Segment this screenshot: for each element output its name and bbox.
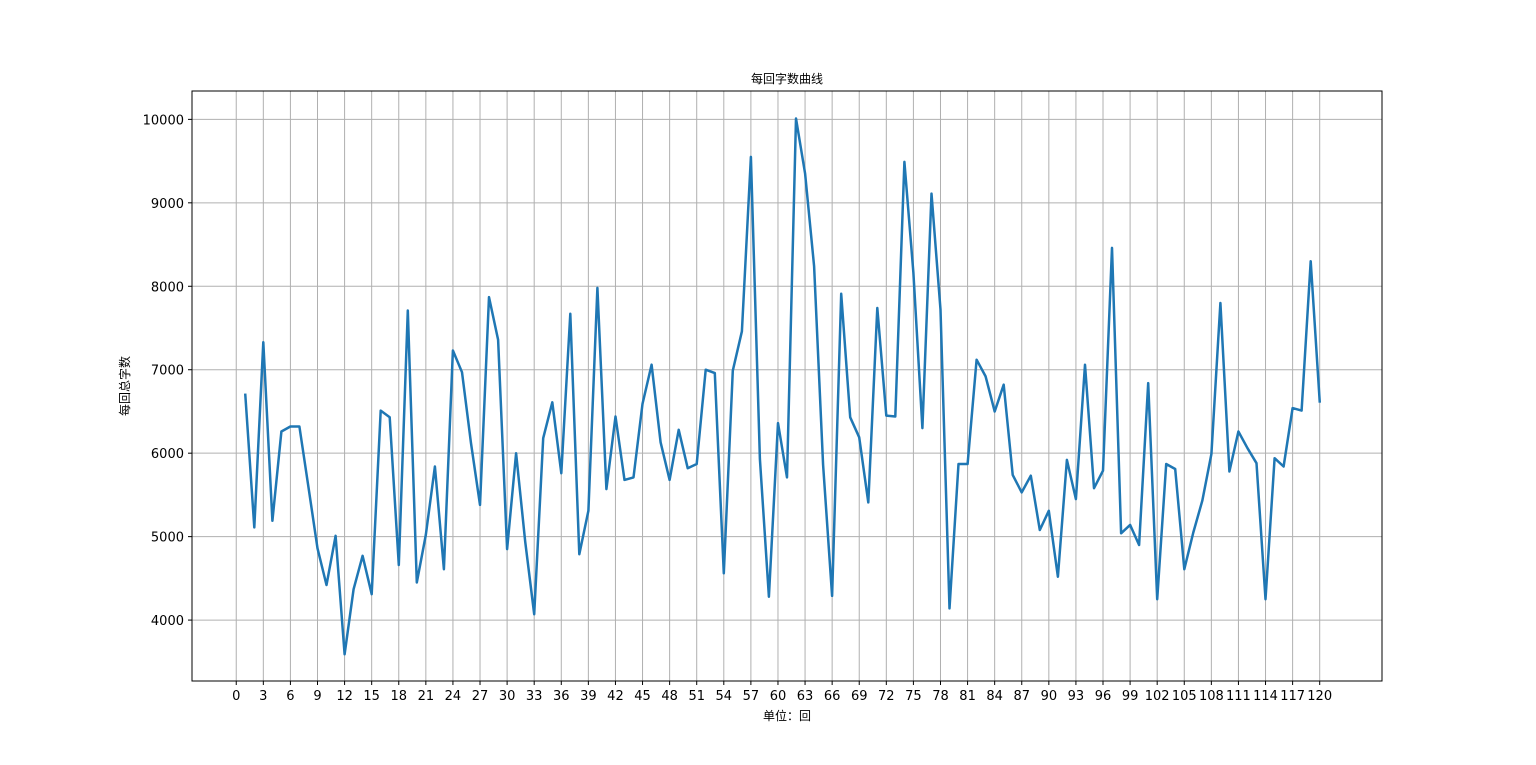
y-tick-label: 5000 bbox=[151, 531, 184, 546]
x-tick-label: 84 bbox=[986, 689, 1003, 704]
x-tick-label: 63 bbox=[797, 689, 814, 704]
x-tick-label: 24 bbox=[445, 689, 462, 704]
x-tick-label: 105 bbox=[1172, 689, 1197, 704]
x-tick-label: 69 bbox=[851, 689, 868, 704]
x-tick-label: 90 bbox=[1041, 689, 1058, 704]
x-tick-label: 12 bbox=[336, 689, 353, 704]
chart-title: 每回字数曲线 bbox=[751, 71, 823, 86]
x-tick-label: 54 bbox=[716, 689, 733, 704]
x-tick-label: 75 bbox=[905, 689, 922, 704]
x-tick-label: 111 bbox=[1226, 689, 1251, 704]
plot-area-frame bbox=[191, 90, 1383, 682]
y-tick-label: 4000 bbox=[151, 614, 184, 629]
x-tick-label: 0 bbox=[232, 689, 240, 704]
x-tick-label: 102 bbox=[1145, 689, 1170, 704]
x-tick-label: 120 bbox=[1307, 689, 1332, 704]
x-tick-label: 18 bbox=[390, 689, 407, 704]
x-tick-label: 6 bbox=[286, 689, 294, 704]
x-tick-label: 33 bbox=[526, 689, 543, 704]
x-tick-label: 114 bbox=[1253, 689, 1278, 704]
x-tick-label: 96 bbox=[1095, 689, 1112, 704]
x-tick-label: 9 bbox=[313, 689, 321, 704]
x-tick-label: 42 bbox=[607, 689, 624, 704]
x-tick-label: 21 bbox=[418, 689, 435, 704]
x-tick-label: 15 bbox=[363, 689, 380, 704]
x-tick-label: 27 bbox=[472, 689, 489, 704]
axis-ticks: 0 3 6 9 12 15 18 21 24 27 30 33 36 39 42 45 48 51 54 57 60 63… bbox=[143, 113, 1332, 704]
x-axis-label: 单位：回 bbox=[763, 708, 811, 723]
x-tick-label: 48 bbox=[661, 689, 678, 704]
y-tick-label: 9000 bbox=[151, 197, 184, 212]
x-tick-label: 3 bbox=[259, 689, 267, 704]
x-tick-label: 39 bbox=[580, 689, 597, 704]
x-tick-label: 51 bbox=[688, 689, 705, 704]
y-tick-label: 8000 bbox=[151, 280, 184, 295]
x-tick-label: 117 bbox=[1280, 689, 1305, 704]
y-tick-label: 10000 bbox=[143, 113, 184, 128]
x-tick-label: 57 bbox=[743, 689, 760, 704]
y-axis-label: 每回总字数 bbox=[117, 356, 132, 416]
x-tick-label: 60 bbox=[770, 689, 787, 704]
x-tick-label: 93 bbox=[1068, 689, 1085, 704]
x-tick-label: 66 bbox=[824, 689, 841, 704]
x-tick-label: 78 bbox=[932, 689, 949, 704]
y-tick-label: 7000 bbox=[151, 364, 184, 379]
x-tick-label: 99 bbox=[1122, 689, 1139, 704]
x-tick-label: 108 bbox=[1199, 689, 1224, 704]
x-tick-label: 36 bbox=[553, 689, 570, 704]
series-line bbox=[243, 117, 1322, 656]
x-tick-label: 45 bbox=[634, 689, 651, 704]
x-tick-label: 72 bbox=[878, 689, 895, 704]
x-tick-label: 30 bbox=[499, 689, 516, 704]
x-tick-label: 87 bbox=[1013, 689, 1030, 704]
x-tick-label: 81 bbox=[959, 689, 976, 704]
series-line-group bbox=[243, 117, 1322, 656]
y-tick-label: 6000 bbox=[151, 447, 184, 462]
